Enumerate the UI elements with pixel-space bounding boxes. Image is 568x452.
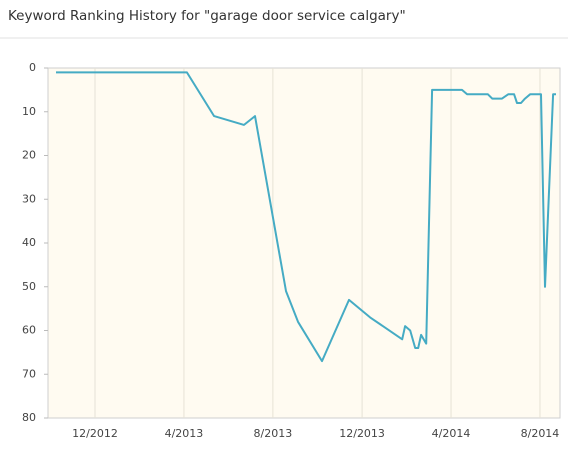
y-tick-label: 40: [22, 236, 36, 249]
y-tick-label: 30: [22, 192, 36, 205]
y-tick-label: 60: [22, 324, 36, 337]
y-tick-label: 70: [22, 367, 36, 380]
x-tick-label: 8/2014: [521, 427, 560, 440]
y-tick-label: 0: [29, 61, 36, 74]
ranking-line: [56, 71, 556, 363]
y-tick-label: 10: [22, 105, 36, 118]
x-tick-label: 12/2012: [72, 427, 118, 440]
x-tick-label: 12/2013: [339, 427, 385, 440]
chart-title: Keyword Ranking History for "garage door…: [8, 8, 406, 24]
x-tick-label: 4/2014: [432, 427, 471, 440]
y-tick-label: 50: [22, 280, 36, 293]
x-tick-label: 8/2013: [254, 427, 293, 440]
plot-area: [47, 67, 561, 419]
y-tick-label: 20: [22, 149, 36, 162]
y-tick-label: 80: [22, 411, 36, 424]
x-tick-label: 4/2013: [165, 427, 204, 440]
